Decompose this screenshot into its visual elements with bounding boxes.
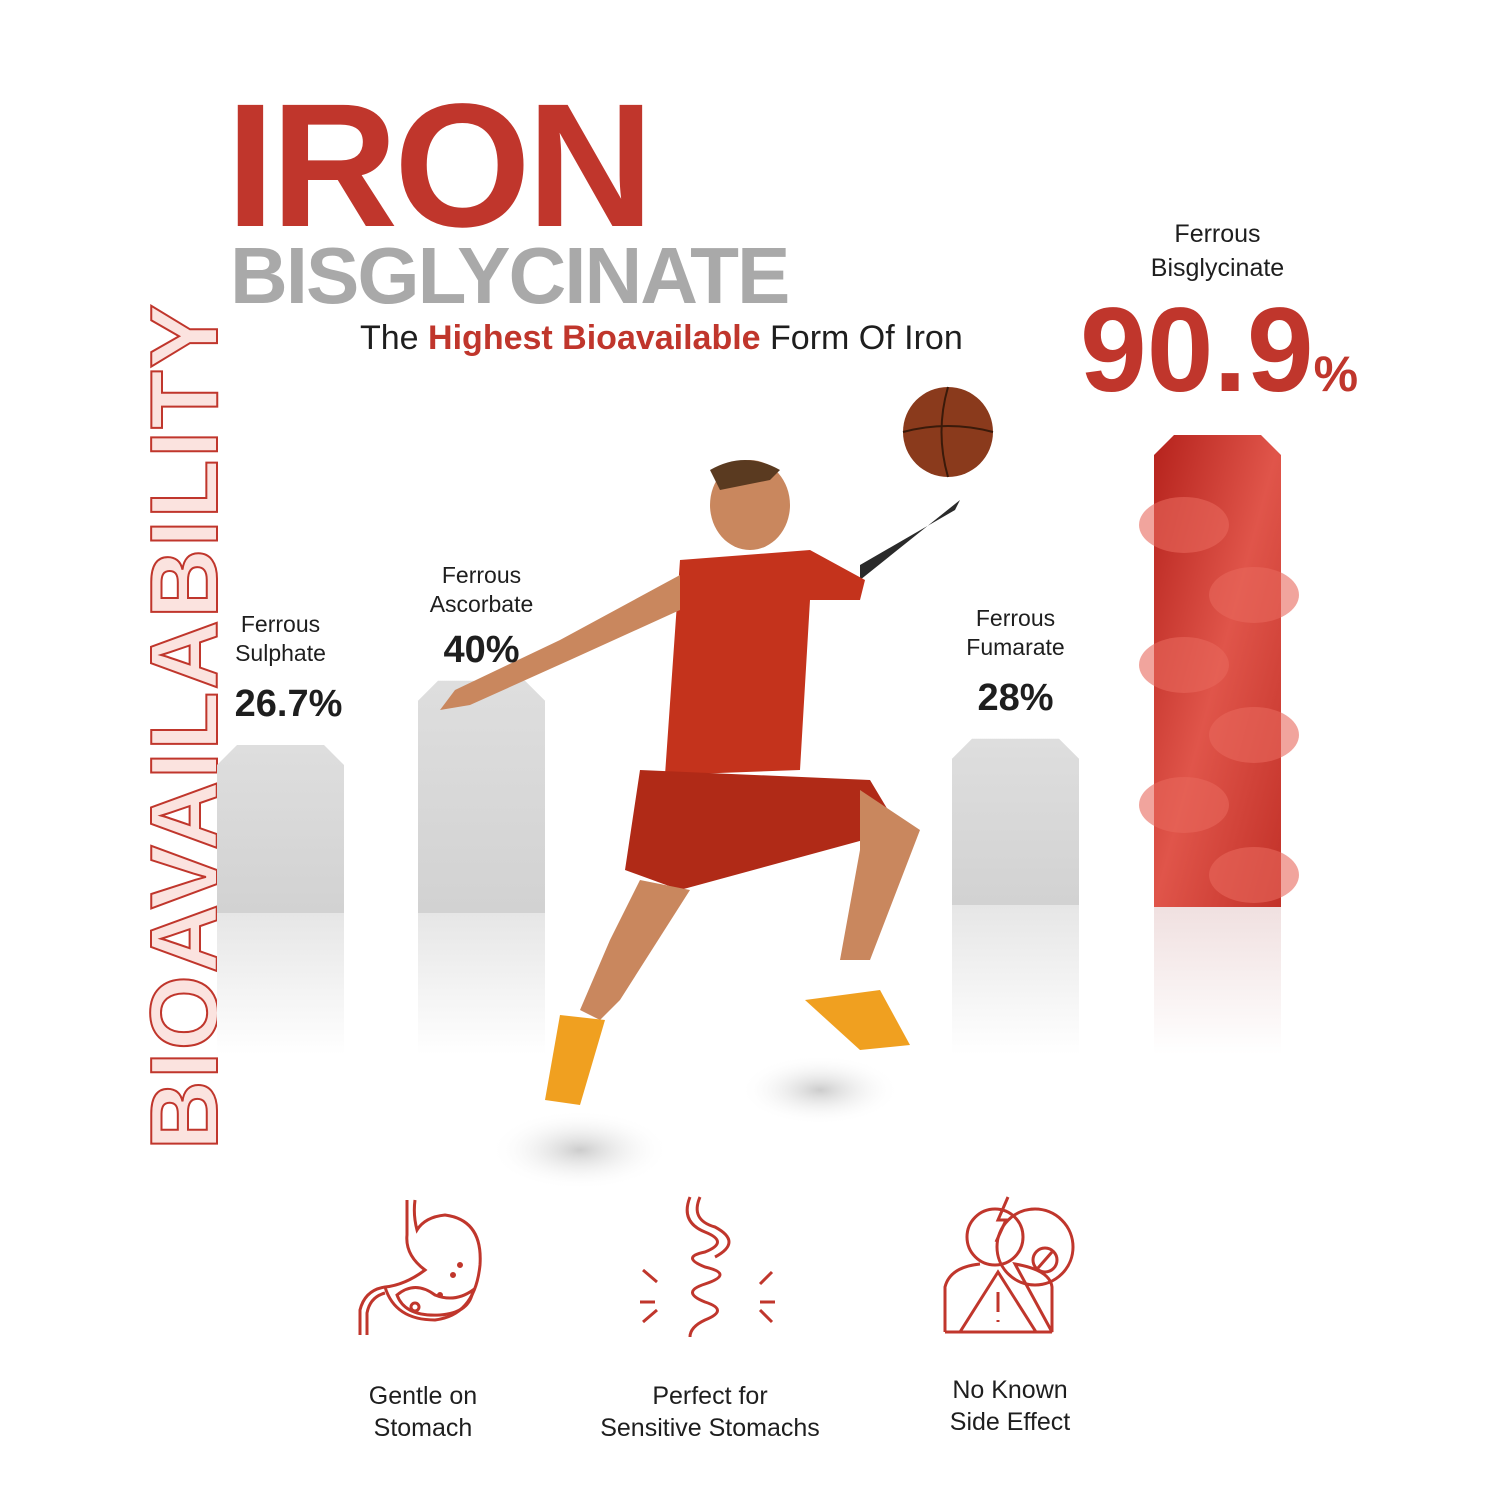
blood-cell: [1209, 706, 1299, 763]
shadow: [490, 1110, 670, 1190]
category-label-line: Bisglycinate: [1150, 254, 1285, 282]
value-label: 26.7%: [234, 683, 343, 726]
category-label-line: Sulphate: [235, 640, 326, 667]
category-label-line: Ferrous: [441, 561, 522, 588]
category-label-line: Ascorbate: [429, 590, 534, 617]
bar-ferrous-sulphate: [217, 745, 344, 913]
subtitle: The Highest Bioavailable Form Of Iron: [360, 319, 963, 357]
feature-line: Perfect for: [652, 1382, 768, 1410]
unit-label: %: [1313, 346, 1359, 402]
value-label: 40%: [443, 628, 520, 671]
athlete-illustration: [440, 386, 994, 1105]
intestine-icon: [640, 1196, 775, 1337]
feature-line: Stomach: [373, 1414, 473, 1442]
value-label: 28%: [977, 676, 1054, 719]
blood-cell: [1139, 776, 1229, 833]
person-warning-icon: [943, 1196, 1075, 1334]
basketball: [903, 387, 993, 477]
feature-sensitive-stomachs: Perfect for Sensitive Stomachs: [560, 1380, 860, 1444]
title-bisglycinate: BISGLYCINATE: [230, 231, 790, 320]
feature-no-side-effect: No Known Side Effect: [860, 1374, 1160, 1438]
subtitle-highlight: Highest Bioavailable: [428, 319, 761, 357]
category-label: Ferrous Fumarate: [916, 604, 1116, 662]
blood-cell: [1139, 636, 1229, 693]
blood-cell: [1209, 566, 1299, 623]
bar-ferrous-ascorbate: [418, 680, 545, 913]
feature-line: Side Effect: [949, 1408, 1071, 1436]
bar-reflection: [418, 913, 545, 1055]
subtitle-pre: The: [360, 319, 429, 357]
category-label-line: Ferrous: [975, 604, 1056, 631]
category-label-line: Ferrous: [240, 611, 321, 638]
stomach-icon: [358, 1199, 482, 1335]
category-label: Ferrous Ascorbate: [382, 561, 582, 619]
subtitle-post: Form Of Iron: [760, 319, 963, 357]
value-label: 90.9: [1080, 283, 1314, 417]
feature-line: Gentle on: [368, 1382, 478, 1410]
bar-reflection: [952, 905, 1079, 1055]
bar-reflection: [1154, 907, 1281, 1055]
title-iron: IRON: [226, 68, 654, 264]
shadow: [740, 1055, 900, 1125]
blood-cell: [1209, 846, 1299, 903]
bar-reflection: [217, 913, 344, 1055]
feature-line: No Known: [952, 1376, 1068, 1404]
category-label: Ferrous Sulphate: [181, 610, 381, 668]
bar-ferrous-fumarate: [952, 738, 1079, 905]
blood-cell: [1139, 496, 1229, 553]
feature-line: Sensitive Stomachs: [600, 1414, 820, 1442]
category-label: Ferrous Bisglycinate: [1118, 217, 1318, 285]
feature-gentle-on-stomach: Gentle on Stomach: [273, 1380, 573, 1444]
highlight-value: 90.9%: [1080, 290, 1358, 410]
category-label-line: Ferrous: [1174, 220, 1261, 248]
category-label-line: Fumarate: [966, 633, 1065, 660]
